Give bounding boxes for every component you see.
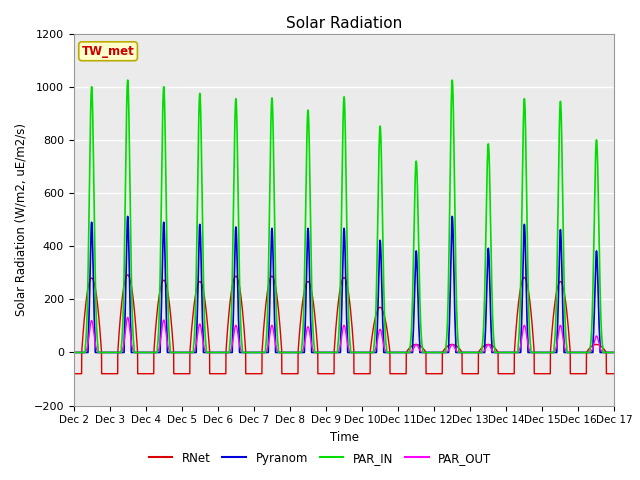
RNet [465,371,473,377]
PAR_OUT [610,349,618,355]
RNet [435,371,443,377]
X-axis label: Time: Time [330,431,358,444]
Line: PAR_OUT: PAR_OUT [74,317,614,352]
RNet [70,371,77,377]
Pyranom [435,349,443,355]
PAR_IN [610,349,618,355]
PAR_IN [465,349,473,355]
PAR_IN [167,349,175,355]
Title: Solar Radiation: Solar Radiation [286,16,402,31]
RNet [124,272,132,278]
Pyranom [496,349,504,355]
RNet [610,371,618,377]
Line: Pyranom: Pyranom [74,216,614,352]
PAR_OUT [496,349,504,355]
PAR_IN [70,349,77,355]
PAR_OUT [167,349,175,355]
Pyranom [610,349,618,355]
PAR_IN [124,77,132,83]
Pyranom [70,349,77,355]
Line: PAR_IN: PAR_IN [74,80,614,352]
RNet [611,371,618,377]
Pyranom [167,349,175,355]
Line: RNet: RNet [74,275,614,374]
Pyranom [465,349,473,355]
PAR_IN [496,349,504,355]
PAR_IN [611,349,618,355]
Text: TW_met: TW_met [82,45,134,58]
PAR_OUT [435,349,443,355]
PAR_OUT [611,349,618,355]
RNet [496,371,504,377]
PAR_OUT [324,349,332,355]
PAR_IN [324,349,332,355]
Pyranom [324,349,332,355]
PAR_OUT [70,349,77,355]
PAR_OUT [124,314,132,320]
Y-axis label: Solar Radiation (W/m2, uE/m2/s): Solar Radiation (W/m2, uE/m2/s) [15,123,28,316]
PAR_IN [435,349,443,355]
RNet [167,315,175,321]
Pyranom [124,214,132,219]
PAR_OUT [465,349,473,355]
RNet [324,371,332,377]
Legend: RNet, Pyranom, PAR_IN, PAR_OUT: RNet, Pyranom, PAR_IN, PAR_OUT [144,447,496,469]
Pyranom [611,349,618,355]
